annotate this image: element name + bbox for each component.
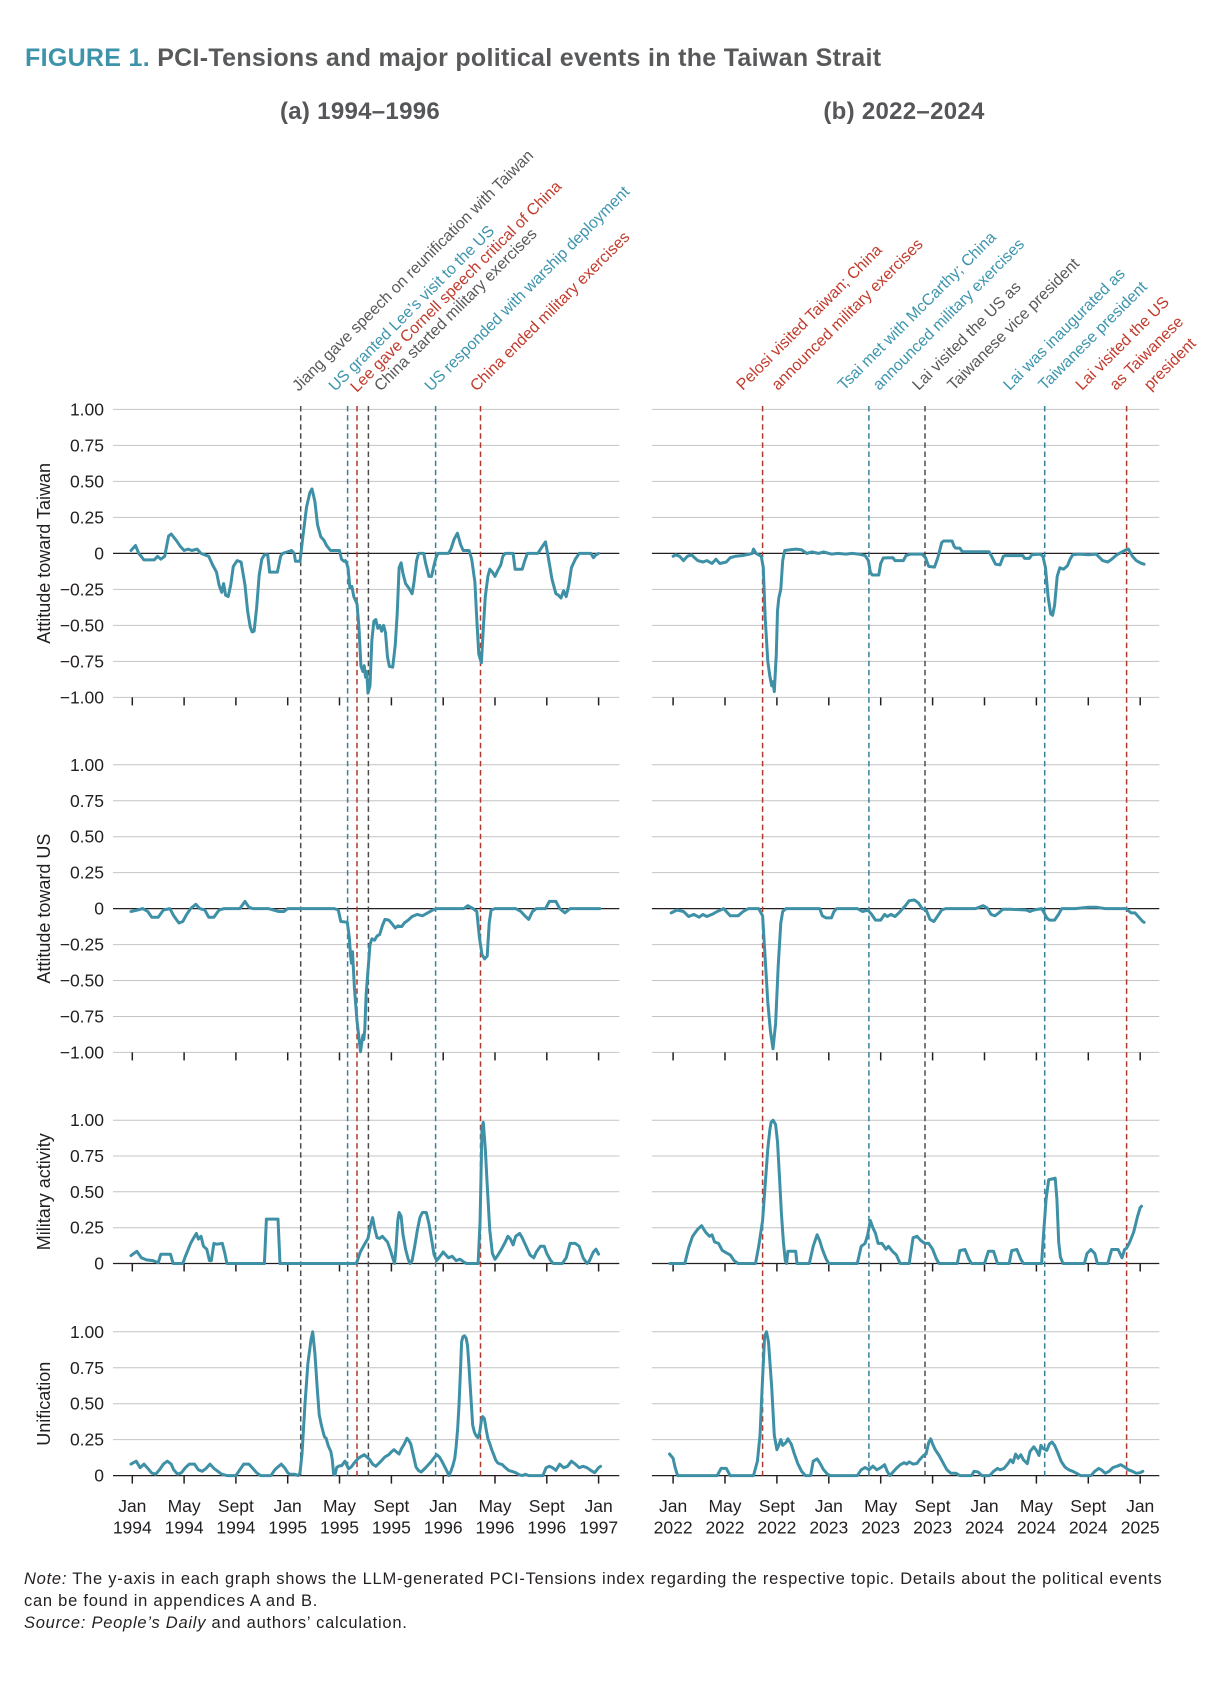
svg-text:0.75: 0.75: [70, 1146, 104, 1166]
svg-text:Attitude toward US: Attitude toward US: [34, 834, 54, 984]
svg-text:0: 0: [94, 1466, 104, 1486]
svg-text:−1.00: −1.00: [60, 1042, 105, 1062]
svg-text:0.25: 0.25: [70, 1430, 104, 1450]
svg-text:0.50: 0.50: [70, 471, 104, 491]
svg-text:Note: The y-axis in each graph: Note: The y-axis in each graph shows the…: [24, 1570, 1162, 1588]
svg-text:Attitude toward Taiwan: Attitude toward Taiwan: [34, 463, 54, 644]
svg-text:FIGURE 1. PCI-Tensions and maj: FIGURE 1. PCI-Tensions and major politic…: [25, 44, 882, 72]
svg-text:0.25: 0.25: [70, 507, 104, 527]
svg-text:1.00: 1.00: [70, 1110, 104, 1130]
svg-text:1.00: 1.00: [70, 755, 104, 775]
svg-text:0: 0: [94, 899, 104, 919]
svg-text:−0.50: −0.50: [60, 971, 105, 991]
svg-text:1.00: 1.00: [70, 399, 104, 419]
svg-text:Unification: Unification: [34, 1362, 54, 1446]
svg-text:Military activity: Military activity: [34, 1133, 54, 1250]
svg-text:0: 0: [94, 1254, 104, 1274]
svg-text:−1.00: −1.00: [60, 687, 105, 707]
svg-text:can be found in appendices A a: can be found in appendices A and B.: [24, 1592, 318, 1610]
svg-text:0.50: 0.50: [70, 1182, 104, 1202]
svg-text:−0.25: −0.25: [60, 935, 104, 955]
svg-text:0.50: 0.50: [70, 1394, 104, 1414]
svg-text:(a) 1994–1996: (a) 1994–1996: [280, 98, 440, 125]
svg-text:0.75: 0.75: [70, 435, 104, 455]
svg-text:−0.25: −0.25: [60, 579, 104, 599]
svg-text:0.75: 0.75: [70, 791, 104, 811]
svg-text:(b) 2022–2024: (b) 2022–2024: [823, 98, 985, 125]
svg-text:0: 0: [94, 543, 104, 563]
svg-text:0.75: 0.75: [70, 1358, 104, 1378]
svg-text:0.25: 0.25: [70, 1218, 104, 1238]
svg-text:−0.75: −0.75: [60, 1007, 104, 1027]
svg-text:1.00: 1.00: [70, 1322, 104, 1342]
svg-text:−0.50: −0.50: [60, 615, 105, 635]
svg-text:Source: People’s Daily and aut: Source: People’s Daily and authors’ calc…: [24, 1614, 408, 1632]
svg-text:0.25: 0.25: [70, 863, 104, 883]
svg-text:0.50: 0.50: [70, 827, 104, 847]
svg-text:−0.75: −0.75: [60, 651, 104, 671]
